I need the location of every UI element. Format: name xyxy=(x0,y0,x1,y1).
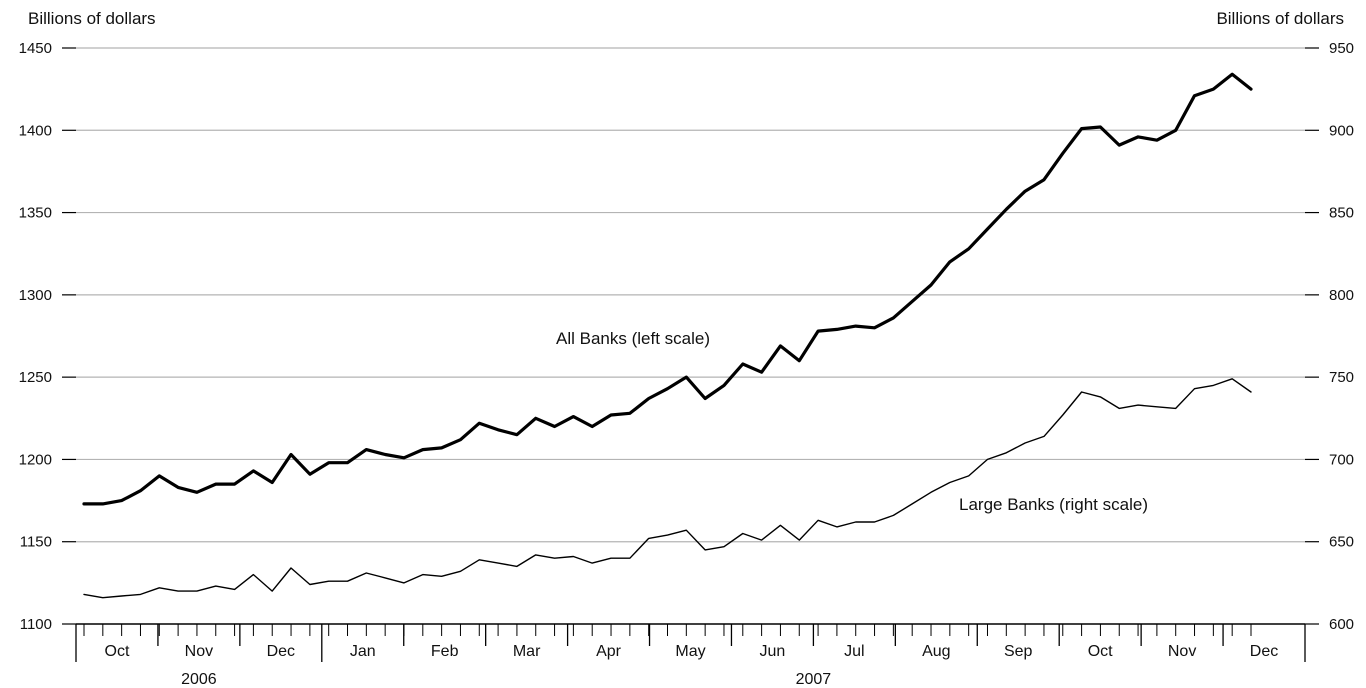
month-label: Nov xyxy=(185,643,213,660)
left-axis-title: Billions of dollars xyxy=(28,9,156,28)
right-axis-title: Billions of dollars xyxy=(1216,9,1344,28)
month-label: Oct xyxy=(1088,643,1113,660)
series-lines xyxy=(82,72,1253,599)
right-tick-label: 850 xyxy=(1329,205,1354,222)
year-label: 2007 xyxy=(796,671,832,688)
all-banks-label: All Banks (left scale) xyxy=(556,329,710,348)
month-label: Apr xyxy=(596,643,622,660)
x-axis: Oct Nov Dec Jan Feb Mar Apr May Jun Jul Aug Sep Oct N… xyxy=(75,623,1306,688)
series-labels: All Banks (left scale) Large Banks (right… xyxy=(556,329,1148,514)
left-tick-label: 1250 xyxy=(19,369,52,386)
month-label: Feb xyxy=(431,643,459,660)
month-label: Jan xyxy=(350,643,376,660)
month-label: Jun xyxy=(760,643,786,660)
month-label: Oct xyxy=(105,643,130,660)
month-label: Aug xyxy=(922,643,950,660)
left-tick-label: 1450 xyxy=(19,40,52,57)
right-tick-label: 650 xyxy=(1329,534,1354,551)
left-tick-label: 1150 xyxy=(20,534,52,551)
month-label: Dec xyxy=(267,643,295,660)
right-tick-label: 800 xyxy=(1329,287,1354,304)
month-label: Jul xyxy=(844,643,864,660)
left-tick-label: 1200 xyxy=(19,451,52,468)
large-banks-label: Large Banks (right scale) xyxy=(959,495,1148,514)
left-tick-label: 1350 xyxy=(19,205,52,222)
all-banks-line xyxy=(82,72,1253,506)
gridlines xyxy=(76,47,1305,543)
year-label: 2006 xyxy=(181,671,217,688)
large-banks-line xyxy=(83,378,1252,599)
month-label: Mar xyxy=(513,643,541,660)
right-tick-label: 700 xyxy=(1329,451,1354,468)
left-tick-label: 1300 xyxy=(19,287,52,304)
right-tick-label: 950 xyxy=(1329,40,1354,57)
month-label: May xyxy=(675,643,705,660)
month-label: Sep xyxy=(1004,643,1033,660)
left-tick-label: 1400 xyxy=(19,122,52,139)
left-tick-label: 1100 xyxy=(20,616,52,633)
month-label: Dec xyxy=(1250,643,1278,660)
y-axis-ticks: 1100 1150 1200 1250 1300 1350 1400 1450 600 650 70… xyxy=(19,40,1354,633)
right-tick-label: 600 xyxy=(1329,616,1354,633)
month-label: Nov xyxy=(1168,643,1196,660)
right-tick-label: 750 xyxy=(1329,369,1354,386)
right-tick-label: 900 xyxy=(1329,122,1354,139)
